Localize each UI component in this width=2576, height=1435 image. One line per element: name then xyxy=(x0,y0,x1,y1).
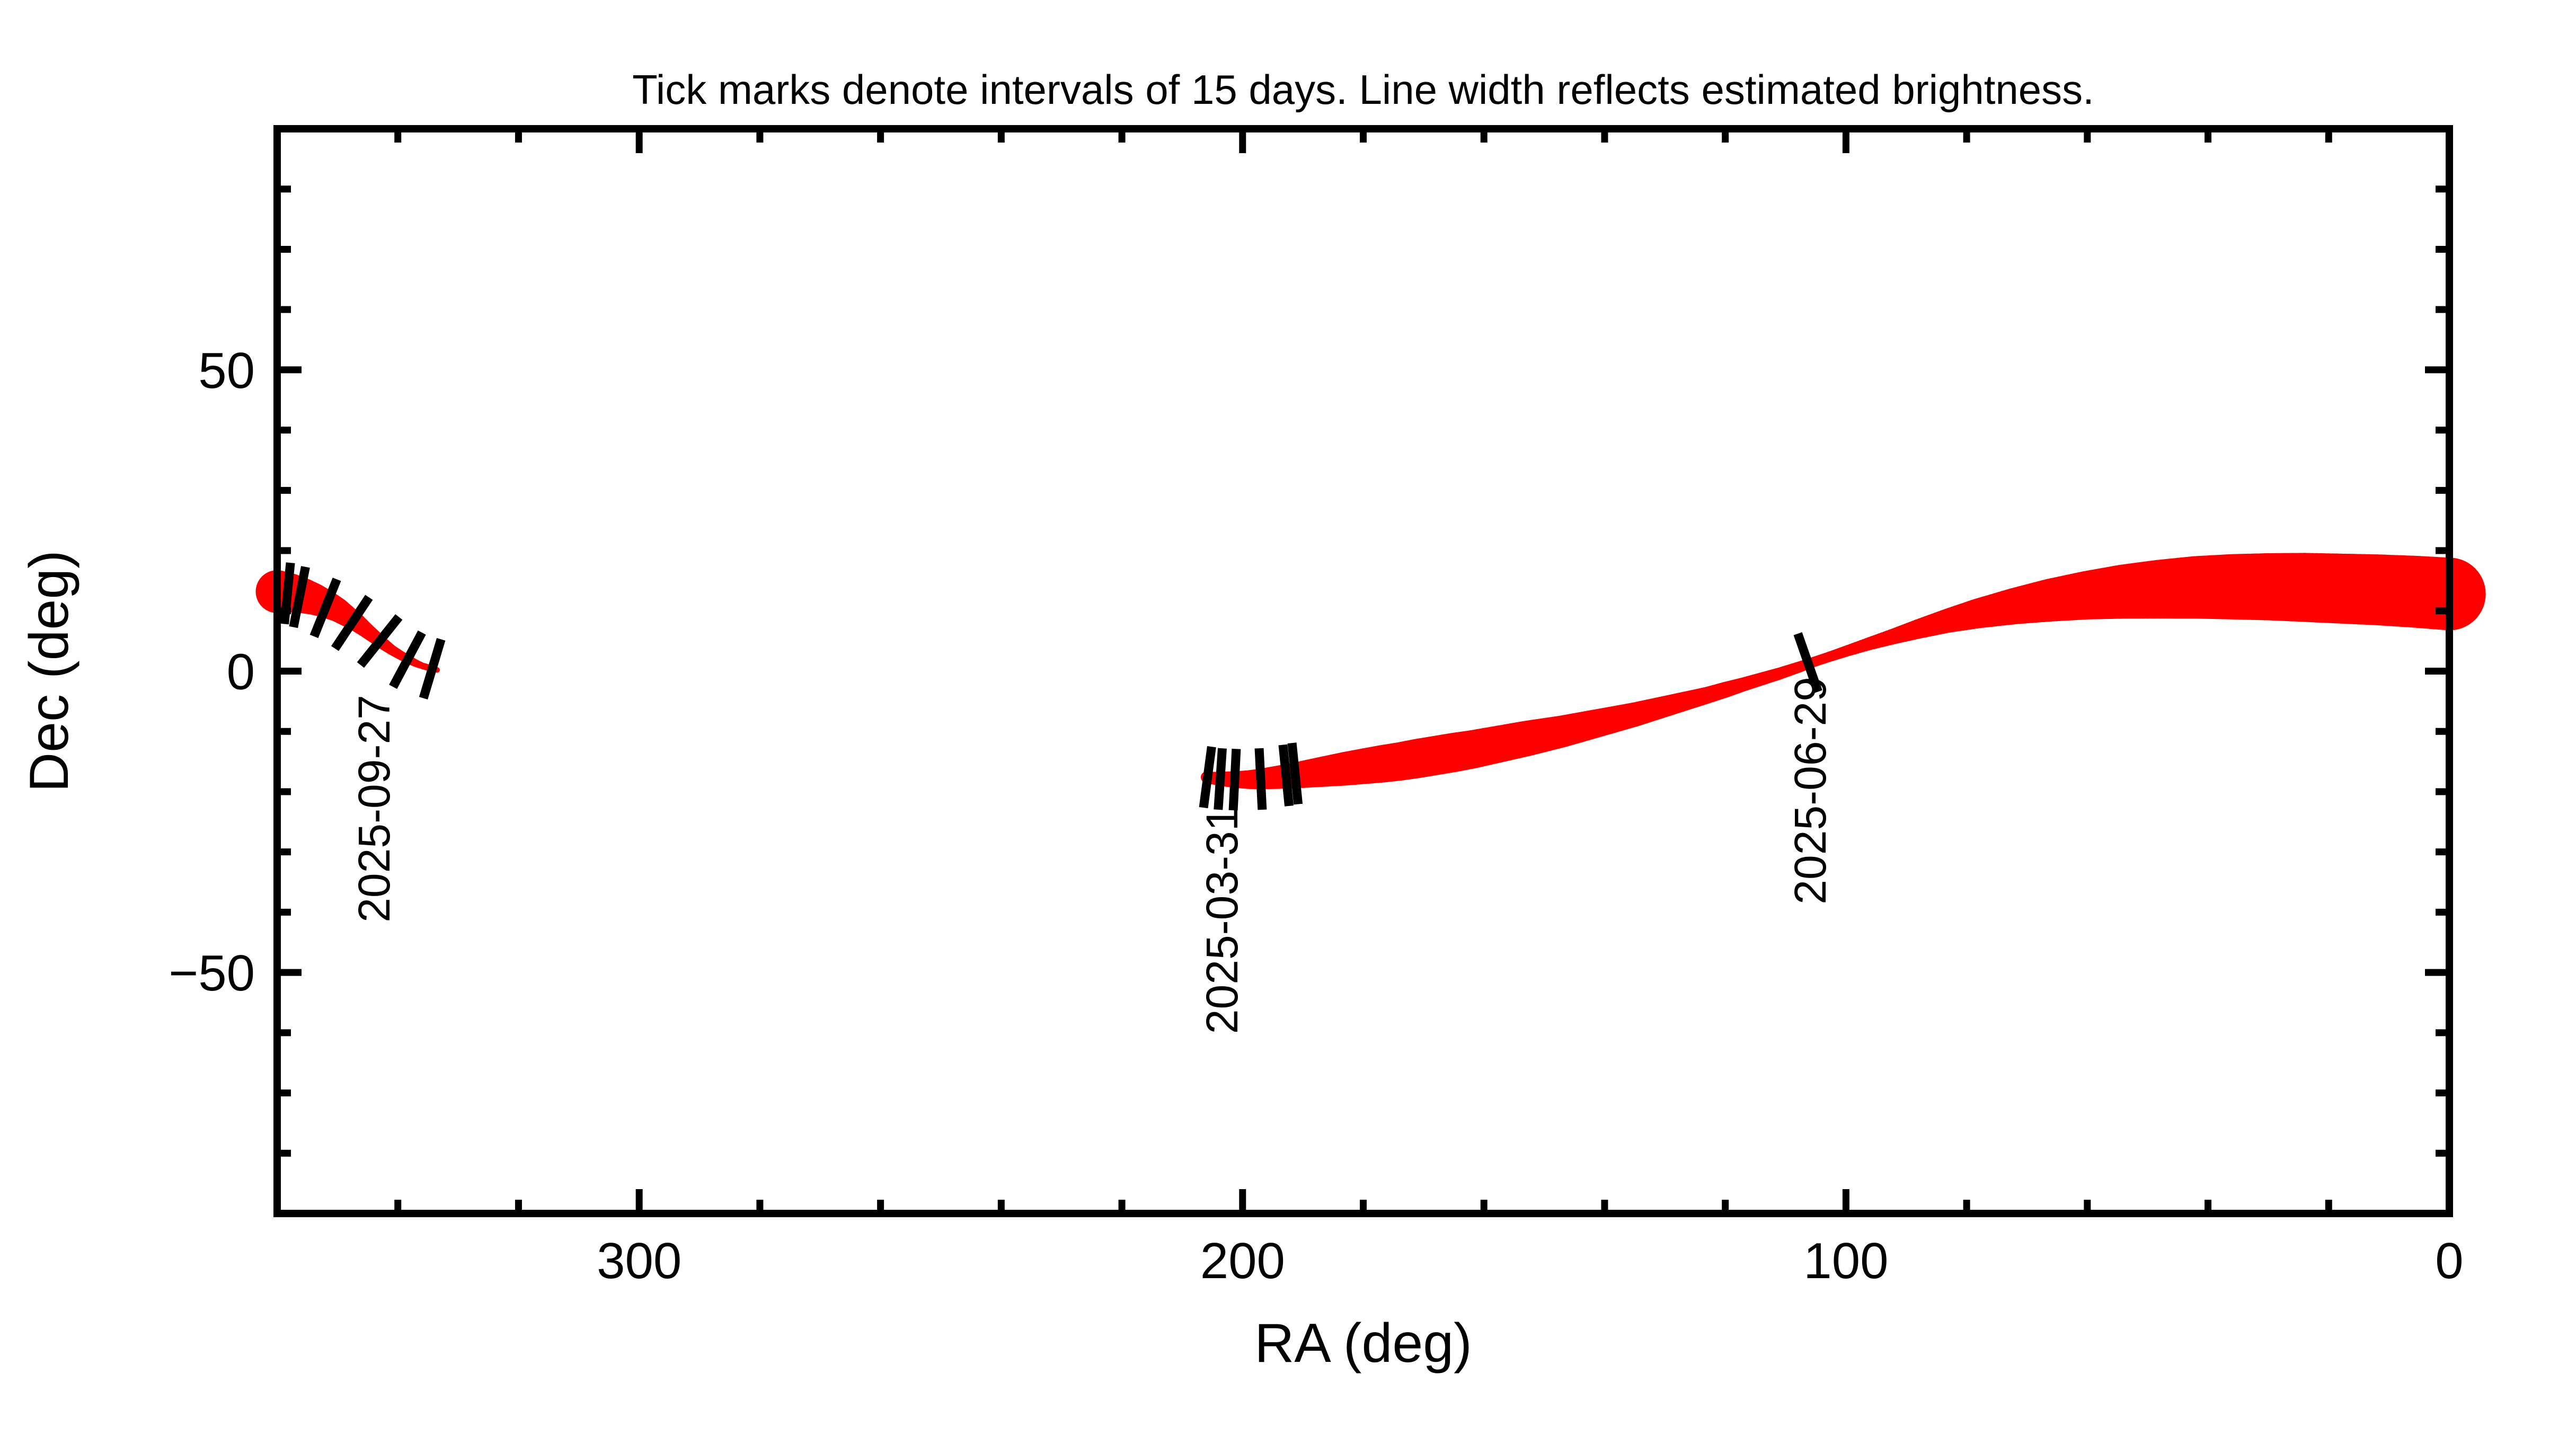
x-tick-label: 100 xyxy=(1803,1233,1888,1289)
y-axis-label: Dec (deg) xyxy=(19,550,80,792)
y-tick-label: 0 xyxy=(227,644,255,701)
day-tick-mark xyxy=(1228,748,1241,811)
x-tick-label: 300 xyxy=(597,1233,681,1289)
day-tick-mark xyxy=(331,595,373,651)
date-annotation: 2025-03-31 xyxy=(1197,807,1247,1034)
day-tick-mark xyxy=(1254,748,1267,810)
day-tick-mark xyxy=(1199,746,1216,809)
x-axis-label: RA (deg) xyxy=(1254,1313,1472,1374)
x-tick-label: 0 xyxy=(2435,1233,2463,1289)
day-tick-mark xyxy=(1278,744,1294,807)
day-tick-mark xyxy=(309,578,341,639)
y-tick-label: −50 xyxy=(169,945,255,1002)
chart-title-group: Tick marks denote intervals of 15 days. … xyxy=(632,66,2094,113)
y-tick-label: 50 xyxy=(198,342,255,399)
date-annotation: 2025-09-27 xyxy=(349,695,399,923)
y-axis-group: 50 0 −50 xyxy=(169,125,2449,1217)
day-tick-mark xyxy=(280,562,295,625)
day-tick-mark xyxy=(1793,632,1822,694)
date-annotation: 2025-06-29 xyxy=(1785,677,1835,905)
day-tick-mark xyxy=(357,614,403,668)
day-tick-mark xyxy=(289,566,310,628)
chart-title: Tick marks denote intervals of 15 days. … xyxy=(632,66,2094,113)
day-tick-mark xyxy=(389,630,426,689)
day-tick-mark xyxy=(1287,742,1303,805)
day-tick-mark xyxy=(419,637,446,699)
axis-labels-group: RA (deg) Dec (deg) xyxy=(19,550,1472,1374)
x-tick-label: 200 xyxy=(1200,1233,1285,1289)
x-axis-group: 300 200 100 0 xyxy=(273,129,2464,1289)
date-tick-marks-group xyxy=(280,562,1822,811)
day-tick-mark xyxy=(1214,748,1227,810)
date-annotations-group: 2025-09-27 2025-03-31 2025-06-29 xyxy=(349,677,1835,1034)
